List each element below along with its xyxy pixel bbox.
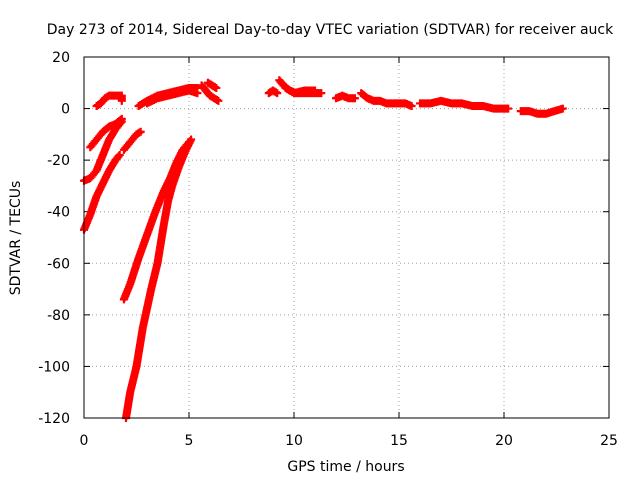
y-tick-label: -100 [38, 359, 70, 375]
data-point [115, 150, 124, 159]
data-point [117, 114, 126, 123]
data-point [136, 127, 145, 136]
data-point [183, 139, 192, 148]
x-tick-label: 10 [285, 433, 303, 449]
axis-ticks: 0 5 10 15 20 25 -120 -100 -80 -60 -40 -20 0 20 [38, 50, 618, 449]
data-point [214, 96, 223, 105]
x-tick-label: 5 [185, 433, 194, 449]
y-tick-label: -60 [47, 256, 70, 272]
x-tick-label: 25 [600, 433, 618, 449]
y-tick-label: -80 [47, 308, 70, 324]
data-point [185, 138, 193, 147]
data-point [212, 83, 221, 92]
y-tick-label: -20 [47, 153, 70, 169]
y-tick-label: 0 [61, 102, 70, 118]
data-point [117, 96, 126, 105]
data-point [317, 89, 326, 98]
plot-frame [83, 56, 610, 419]
data-point [407, 101, 416, 110]
x-axis-title: GPS time / hours [287, 459, 404, 475]
data-points [80, 76, 567, 422]
y-axis-title: SDTVAR / TECUs [8, 181, 24, 296]
chart-title: Day 273 of 2014, Sidereal Day-to-day VTE… [47, 22, 614, 38]
y-tick-label: 20 [52, 50, 70, 66]
data-point [273, 89, 282, 98]
x-tick-label: 20 [495, 433, 513, 449]
data-point [504, 104, 513, 113]
data-point [350, 94, 359, 103]
x-tick-label: 15 [390, 433, 408, 449]
data-point [558, 104, 567, 113]
x-tick-label: 0 [80, 433, 89, 449]
data-point [193, 89, 202, 98]
y-tick-label: -120 [38, 411, 70, 427]
data-point [311, 86, 319, 95]
grid [84, 57, 609, 418]
y-tick-label: -40 [47, 205, 70, 221]
